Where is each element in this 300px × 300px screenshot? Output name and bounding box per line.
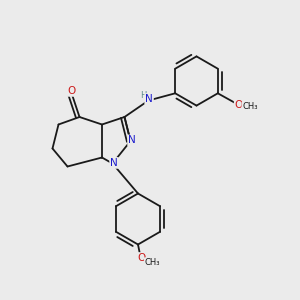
Text: N: N bbox=[145, 94, 153, 104]
Text: N: N bbox=[110, 158, 118, 168]
Text: CH₃: CH₃ bbox=[145, 258, 160, 267]
Text: CH₃: CH₃ bbox=[242, 102, 258, 111]
Text: O: O bbox=[68, 86, 76, 96]
Text: O: O bbox=[235, 100, 243, 110]
Text: H: H bbox=[140, 91, 146, 100]
Text: N: N bbox=[128, 135, 136, 146]
Text: O: O bbox=[137, 253, 145, 263]
